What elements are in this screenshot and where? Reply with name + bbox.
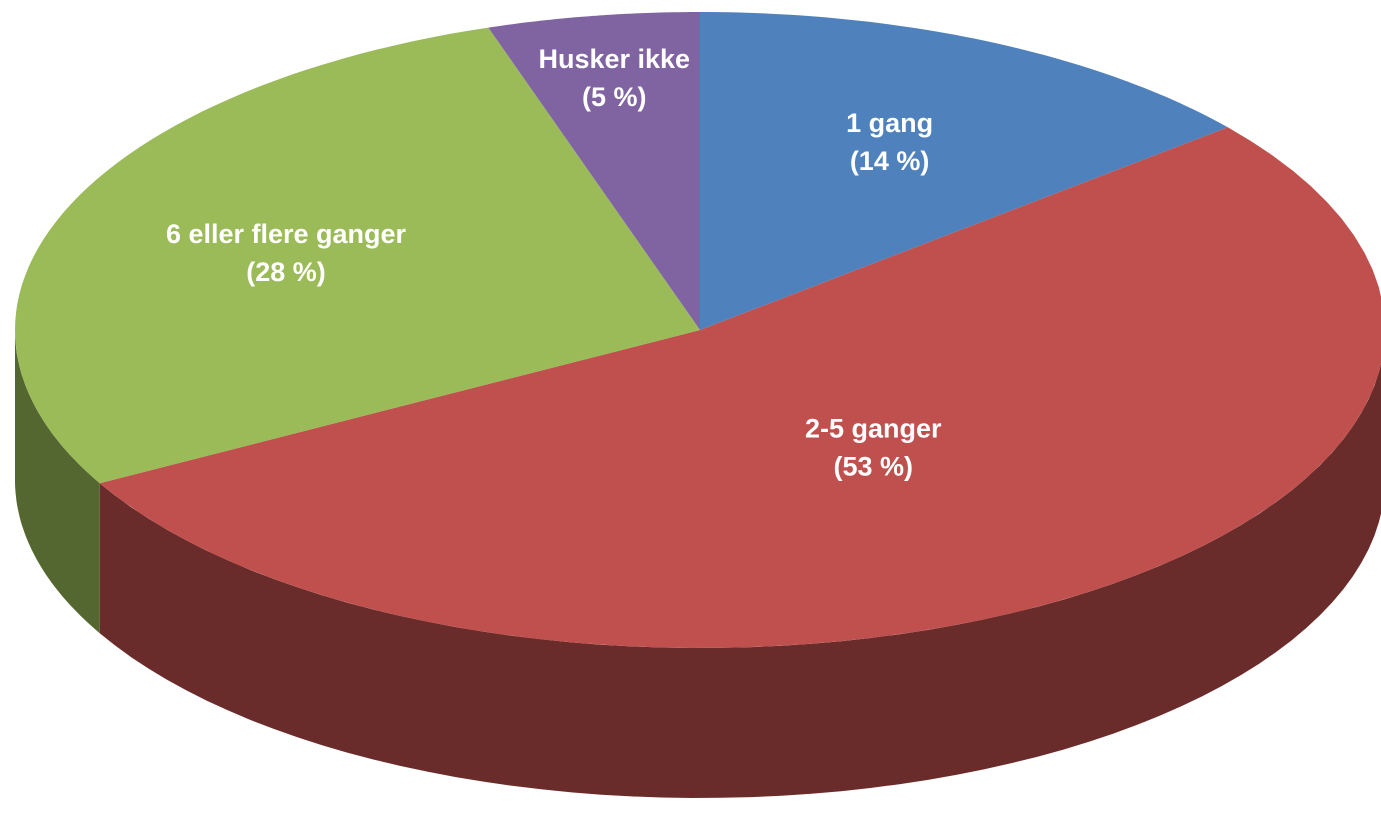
slice-side xyxy=(15,330,100,634)
data-label-value: (28 %) xyxy=(246,257,326,287)
slice xyxy=(700,12,1228,330)
slice xyxy=(15,27,700,484)
data-label-value: (14 %) xyxy=(850,146,930,176)
data-label-category: 1 gang xyxy=(846,108,933,138)
slice xyxy=(488,12,700,330)
slice-side xyxy=(99,363,1381,798)
data-label-value: (5 %) xyxy=(582,82,647,112)
data-label-category: Husker ikke xyxy=(538,44,690,74)
slice xyxy=(99,127,1381,648)
data-label-value: (53 %) xyxy=(833,451,913,481)
data-label-category: 2-5 ganger xyxy=(805,413,942,443)
data-label-category: 6 eller flere ganger xyxy=(166,219,407,249)
